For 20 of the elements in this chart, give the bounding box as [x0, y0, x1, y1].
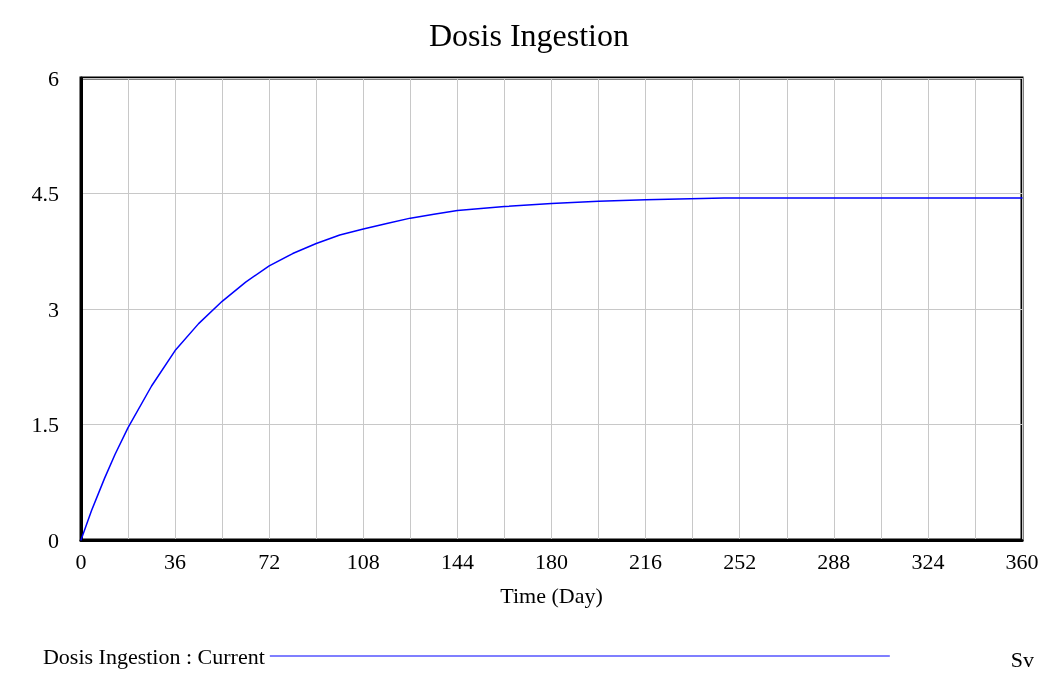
x-tick-label: 360	[1005, 548, 1039, 574]
x-tick-label: 180	[535, 548, 568, 574]
text: Dosis Ingestion : Current	[42, 643, 265, 669]
x-tick-label: 144	[440, 548, 474, 574]
x-tick-label: 0	[75, 548, 87, 574]
y-tick-label: 1.5	[31, 412, 59, 437]
x-tick-label: 324	[911, 548, 945, 574]
y-tick-label: 0	[48, 527, 59, 553]
chart-title: Dosis Ingestion	[429, 17, 629, 53]
y-tick-label: 3	[48, 296, 59, 322]
x-tick-label: 72	[258, 548, 281, 574]
x-tick-label: 288	[817, 548, 851, 574]
y-tick-label: 4.5	[31, 181, 59, 206]
x-tick-label: 216	[629, 548, 663, 574]
x-tick-label: 36	[164, 548, 187, 574]
text: Sv	[1010, 646, 1035, 672]
y-tick-label: 6	[48, 65, 59, 91]
x-tick-label: 108	[346, 548, 380, 574]
x-axis-title: Time (Day)	[500, 582, 603, 608]
x-tick-label: 252	[723, 548, 757, 574]
